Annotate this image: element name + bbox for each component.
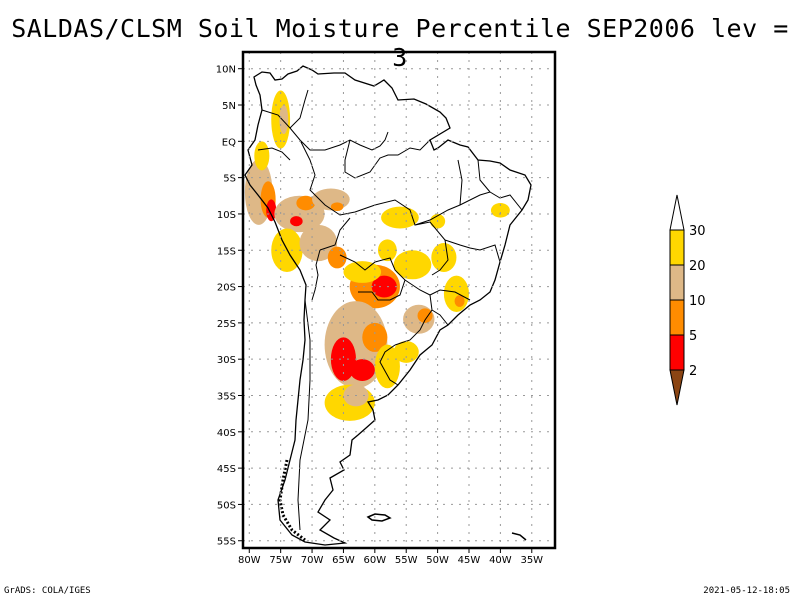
moisture-patch — [417, 308, 433, 323]
y-tick-label: EQ — [222, 137, 236, 148]
moisture-patch — [296, 195, 316, 211]
moisture-patch — [299, 224, 338, 262]
longitude-axis: 80W 75W 70W 65W 60W 55W 50W 45W 40W 35W — [238, 548, 543, 566]
moisture-patch — [349, 359, 375, 381]
moisture-patch — [443, 275, 469, 312]
moisture-patch — [312, 188, 350, 211]
falkland-islands — [366, 513, 392, 522]
y-tick-label: 50S — [217, 500, 236, 511]
moisture-patch — [254, 141, 270, 171]
colorbar-under-arrow — [669, 369, 685, 406]
y-tick-label: 20S — [217, 283, 236, 294]
moisture-patch — [343, 261, 382, 283]
x-tick-label: 40W — [489, 555, 512, 566]
y-tick-label: 10N — [216, 65, 236, 76]
moisture-patch — [266, 199, 277, 222]
moisture-patch — [279, 105, 289, 135]
x-tick-label: 50W — [426, 555, 449, 566]
y-tick-label: 5N — [222, 101, 236, 112]
moisture-patch — [393, 341, 419, 363]
x-tick-label: 65W — [332, 555, 355, 566]
moisture-patch — [362, 322, 388, 352]
moisture-patch — [330, 202, 344, 212]
moisture-patch — [393, 250, 432, 280]
colorbar-label: 20 — [689, 259, 706, 274]
colorbar-bin — [669, 334, 685, 371]
y-tick-label: 5S — [223, 174, 236, 185]
moisture-patch — [374, 344, 400, 389]
x-tick-label: 75W — [269, 555, 292, 566]
x-tick-label: 45W — [458, 555, 481, 566]
y-tick-label: 45S — [217, 464, 236, 475]
colorbar-label: 10 — [689, 294, 706, 309]
moisture-patch — [381, 206, 419, 229]
render-timestamp: 2021-05-12-18:05 — [703, 586, 790, 596]
x-tick-label: 60W — [364, 555, 387, 566]
map-title: SALDAS/CLSM Soil Moisture Percentile SEP… — [11, 14, 789, 72]
colorbar-label: 30 — [689, 224, 706, 239]
chile-fjords — [278, 459, 306, 542]
x-tick-label: 80W — [238, 555, 261, 566]
moisture-patch — [431, 242, 457, 273]
x-tick-label: 35W — [520, 555, 543, 566]
y-tick-label: 35S — [217, 391, 236, 402]
soil-moisture-field — [244, 90, 510, 421]
y-tick-label: 55S — [217, 537, 236, 548]
moisture-patch — [290, 216, 303, 227]
colorbar-over-arrow — [669, 194, 685, 231]
y-tick-label: 10S — [217, 210, 236, 221]
colorbar-label: 5 — [689, 329, 697, 344]
graticule — [243, 52, 555, 548]
country-borders — [257, 89, 523, 531]
y-tick-label: 15S — [217, 246, 236, 257]
x-tick-label: 55W — [395, 555, 418, 566]
moisture-patch — [454, 295, 465, 307]
moisture-patch — [327, 246, 347, 269]
x-tick-label: 70W — [301, 555, 324, 566]
colorbar: 2 5 10 20 30 — [669, 194, 706, 406]
y-tick-label: 25S — [217, 319, 236, 330]
latitude-axis: 10N 5N EQ 5S 10S 15S 20S 25S 30S 35S 40S 45S 50S 55S — [216, 65, 243, 548]
moisture-patch — [490, 203, 510, 218]
south-georgia — [511, 532, 527, 541]
grads-credit: GrADS: COLA/IGES — [4, 586, 91, 596]
y-tick-label: 40S — [217, 428, 236, 439]
colorbar-bin — [669, 299, 685, 336]
map-frame — [241, 50, 557, 550]
y-tick-label: 30S — [217, 355, 236, 366]
colorbar-bin — [669, 264, 685, 301]
moisture-patch — [371, 275, 397, 298]
colorbar-bin — [669, 229, 685, 266]
colorbar-label: 2 — [689, 364, 697, 379]
